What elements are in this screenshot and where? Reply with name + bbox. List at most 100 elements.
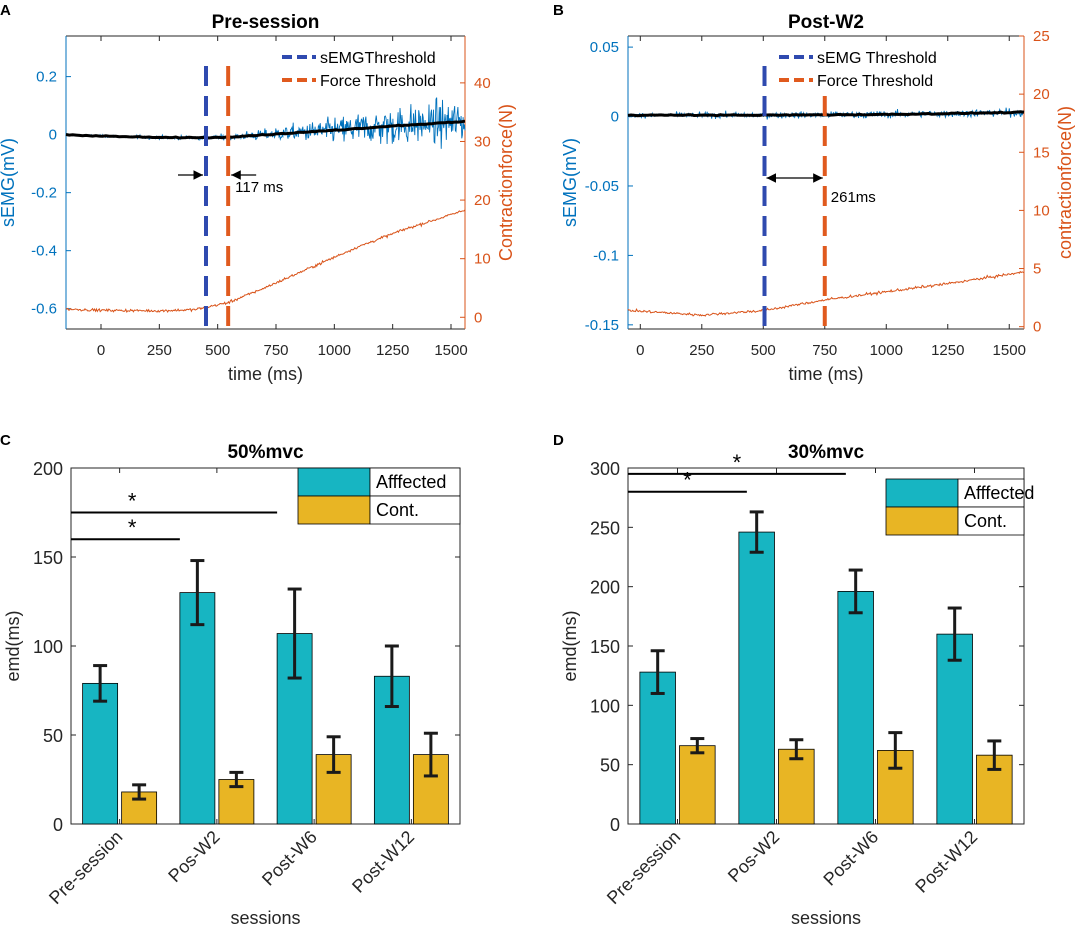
legend-label-box [957,506,1025,536]
y-tick-label: 300 [590,459,620,479]
bar-Post-W12-Afffected [936,633,973,825]
x-tick-label: 1000 [870,342,903,359]
x-tick-label: 1250 [931,342,964,359]
significance-star: * [128,489,137,514]
significance-star: * [128,515,137,540]
y-tick-label-right: 15 [1033,144,1050,161]
x-axis-label: sessions [791,908,861,928]
y-tick-label-left: 0 [49,127,57,144]
x-tick-label: 1500 [434,342,467,359]
y-axis-label-left: sEMG(mV) [560,138,580,227]
y-tick-label: 0 [53,815,63,835]
x-axis-label: time (ms) [789,364,864,384]
y-tick-label: 100 [33,637,63,657]
bar-Pos-W2-Afffected [738,531,775,825]
legend-swatch-Cont. [885,506,959,536]
x-axis-label: sessions [230,908,300,928]
x-tick-label: 500 [751,342,776,359]
y-tick-label-left: 0 [611,109,619,126]
y-tick-label-left: -0.6 [31,301,57,318]
y-axis-label: emd(ms) [3,611,23,682]
bar-Pos-W2-Cont. [778,748,815,825]
y-tick-label: 200 [590,578,620,598]
bar-Pre-session-Cont. [679,745,716,825]
legend-swatch-Afffected [885,478,959,508]
panel-A: A Pre-session 0 250 500 750 1000 1250 1500 -0.6 -0… [0,2,516,384]
legend-label-box [369,467,461,497]
y-tick-label-left: -0.4 [31,243,57,260]
panel-letter: C [0,432,11,449]
x-tick-label: 500 [205,342,230,359]
category-label: Pos-W2 [724,827,783,886]
y-tick-label-right: 0 [474,309,482,326]
panel-letter: D [553,432,564,449]
y-tick-label-right: 10 [474,251,491,268]
semg-series [65,97,466,149]
chart-title: 30%mvc [788,442,864,463]
bar-Post-W6-Afffected [837,591,874,825]
legend-box [278,44,459,94]
y-tick-label: 150 [33,548,63,568]
legend-label: Afffected [376,472,446,492]
category-label: Post-W6 [819,827,882,890]
legend-box [775,44,1018,94]
category-label: Pre-session [45,827,126,908]
legend-label: Cont. [376,500,419,520]
y-tick-label-right: 25 [1033,28,1050,45]
force-series [65,209,466,313]
panel-letter: B [553,2,564,19]
panel-letter: A [0,2,11,19]
force-series [627,270,1025,317]
x-tick-label: 1500 [993,342,1026,359]
x-tick-label: 750 [263,342,288,359]
legend-label-box [957,478,1025,508]
y-tick-label-right: 30 [474,133,491,150]
y-tick-label: 100 [590,696,620,716]
y-axis-label-right: contractionforce(N) [1055,106,1075,259]
x-tick-label: 1000 [318,342,351,359]
y-tick-label-right: 20 [1033,86,1050,103]
category-label: Post-W12 [911,827,981,897]
y-tick-label-left: -0.15 [585,317,619,334]
y-tick-label-left: -0.05 [585,178,619,195]
y-tick-label-left: -0.2 [31,185,57,202]
y-axis-label-right: Contractionforce(N) [496,104,516,261]
y-tick-label-right: 40 [474,75,491,92]
y-tick-label-right: 0 [1033,319,1041,336]
y-tick-label-right: 10 [1033,202,1050,219]
chart-title: Post-W2 [788,12,864,33]
bar-Pre-session-Afffected [82,682,119,825]
y-tick-label-right: 5 [1033,261,1041,278]
x-axis-label: time (ms) [228,364,303,384]
legend-label: sEMGThreshold [320,50,436,67]
legend-label: Force Threshold [817,73,933,90]
legend-label: Cont. [964,511,1007,531]
y-tick-label: 200 [33,459,63,479]
legend-label: sEMG Threshold [817,50,937,67]
chart-title: Pre-session [212,12,320,33]
y-tick-label: 250 [590,518,620,538]
legend-label: Afffected [964,483,1034,503]
y-tick-label: 0 [610,815,620,835]
legend-swatch-Cont. [297,495,371,525]
delay-annotation: 117 ms [235,179,283,196]
category-label: Pre-session [603,827,684,908]
y-tick-label: 150 [590,637,620,657]
category-label: Pos-W2 [164,827,223,886]
x-tick-label: 1250 [376,342,409,359]
category-label: Post-W12 [348,827,418,897]
significance-star: * [683,468,692,493]
x-tick-label: 250 [147,342,172,359]
y-axis-label-left: sEMG(mV) [0,138,18,227]
x-tick-label: 750 [812,342,837,359]
y-tick-label-left: 0.2 [36,69,57,86]
y-tick-label-right: 20 [474,192,491,209]
legend-label-box [369,495,461,525]
bar-Pre-session-Afffected [639,671,676,825]
bar-Pos-W2-Afffected [179,592,216,825]
y-tick-label: 50 [43,726,63,746]
y-tick-label-left: 0.05 [590,39,619,56]
bar-Post-W12-Cont. [976,754,1013,825]
